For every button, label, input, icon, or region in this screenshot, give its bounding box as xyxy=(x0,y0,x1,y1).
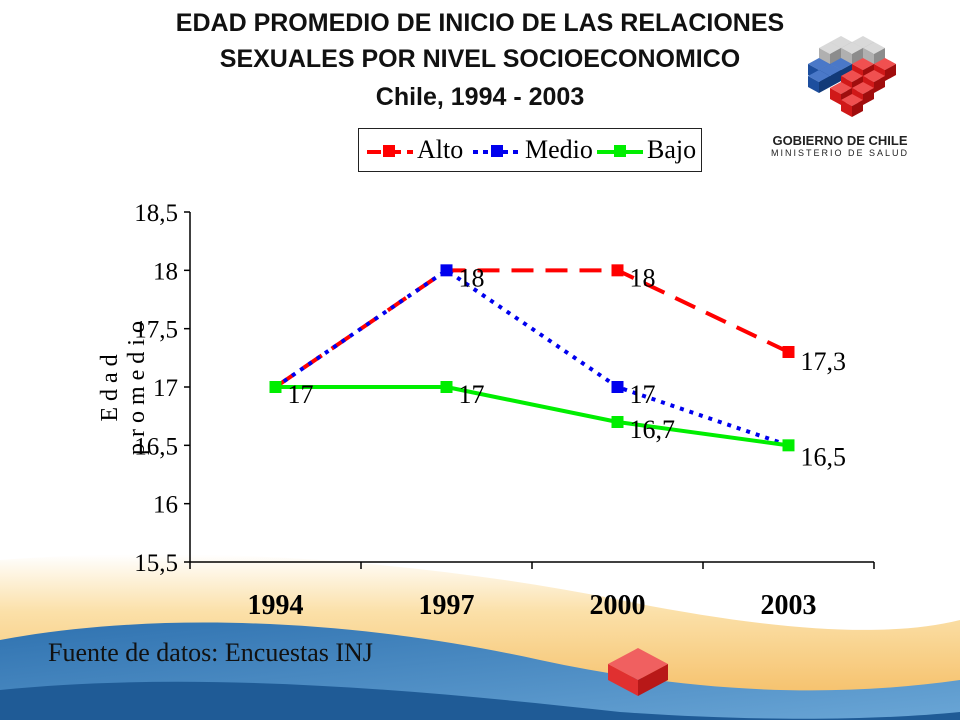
x-tick-label: 1994 xyxy=(248,590,304,621)
y-tick-label: 17 xyxy=(153,375,178,402)
marker-alto-2003 xyxy=(782,346,795,358)
legend-swatch-medio-marker xyxy=(491,145,503,157)
data-source: Fuente de datos: Encuestas INJ xyxy=(48,638,373,667)
legend-label-alto: Alto xyxy=(417,135,464,164)
data-label-bajo-2000: 16,7 xyxy=(630,415,676,444)
series-line-bajo xyxy=(275,385,789,448)
logo-cubes-icon xyxy=(808,35,896,118)
logo-subtitle: MINISTERIO DE SALUD xyxy=(770,148,909,158)
chart-title-line-3: Chile, 1994 - 2003 xyxy=(375,83,585,111)
data-label-medio-1997: 18 xyxy=(459,263,485,292)
chart-legend: Alto Medio Bajo xyxy=(358,128,702,172)
x-tick-label: 2003 xyxy=(761,590,817,621)
marker-bajo-2003 xyxy=(782,439,795,452)
marker-medio-2000 xyxy=(611,381,624,393)
y-axis-label: Edad promedio xyxy=(97,315,150,455)
legend-swatches xyxy=(367,145,643,157)
marker-medio-1997 xyxy=(440,264,453,277)
y-tick-label: 16 xyxy=(153,492,178,519)
data-label-alto-2000: 18 xyxy=(630,263,656,292)
y-tick-label: 17,5 xyxy=(134,317,178,344)
data-label-bajo-1997: 17 xyxy=(459,380,485,409)
x-tick-label: 2000 xyxy=(590,590,646,621)
legend-label-bajo: Bajo xyxy=(647,135,697,164)
decorative-red-cube-icon xyxy=(608,648,668,696)
marker-bajo-1997 xyxy=(440,381,453,393)
y-tick-label: 16,5 xyxy=(134,433,178,460)
y-tick-label: 18,5 xyxy=(134,200,178,227)
data-label-medio-2000: 17 xyxy=(630,380,656,409)
series-line-medio xyxy=(274,267,790,448)
y-tick-label: 18 xyxy=(153,258,178,285)
gobierno-de-chile-logo: GOBIERNO DE CHILE MINISTERIO DE SALUD xyxy=(760,30,950,170)
legend-label-medio: Medio xyxy=(525,135,593,164)
chart-title-line-2: SEXUALES POR NIVEL SOCIOECONOMICO xyxy=(219,45,741,73)
data-label-bajo-1994: 17 xyxy=(288,380,314,409)
data-label-alto-2003: 17,3 xyxy=(801,347,847,376)
y-tick-label: 15,5 xyxy=(134,550,178,577)
data-label-bajo-2003: 16,5 xyxy=(801,442,847,471)
marker-bajo-2000 xyxy=(611,416,624,428)
marker-bajo-1994 xyxy=(269,381,282,393)
legend-swatch-alto-marker xyxy=(383,145,395,157)
legend-swatch-bajo-marker xyxy=(614,145,626,157)
x-tick-label: 1997 xyxy=(419,590,475,621)
chart-title-line-1: EDAD PROMEDIO DE INICIO DE LAS RELACIONE… xyxy=(175,9,785,37)
logo-name: GOBIERNO DE CHILE xyxy=(772,133,908,148)
marker-alto-2000 xyxy=(611,264,624,277)
